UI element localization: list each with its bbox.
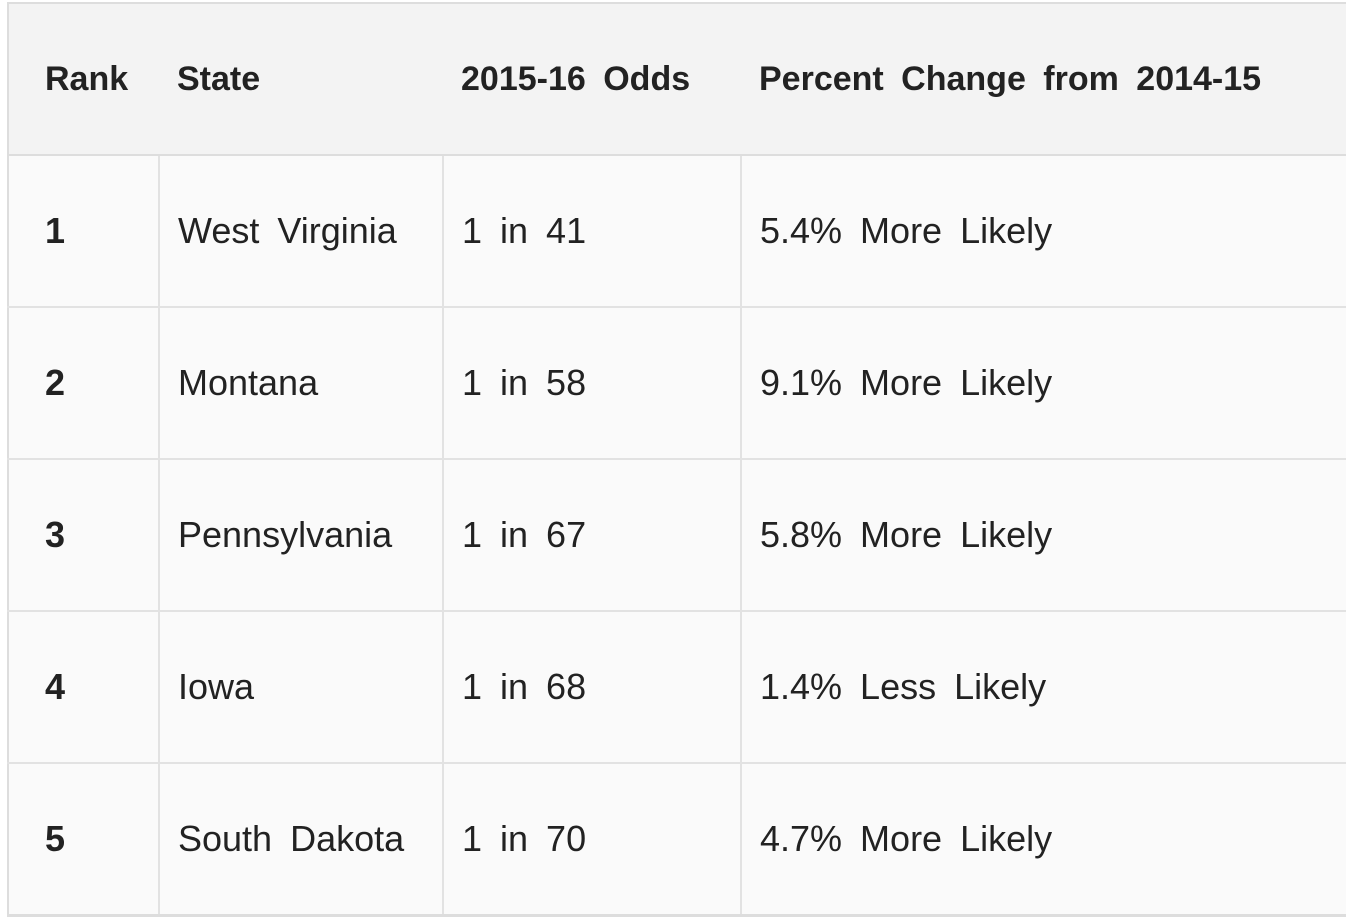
column-header: 2015-16 Odds: [443, 2, 741, 156]
table-row: 5 South Dakota 1 in 70 4.7% More Likely: [7, 762, 1346, 917]
table-header: Rank State 2015-16 Odds Percent Change from…: [7, 2, 1346, 156]
table-cell: 1 in 58: [442, 306, 742, 460]
table-body: 1 West Virginia 1 in 41 5.4% More Likely 2 Mo…: [7, 154, 1346, 917]
column-header: Percent Change from 2014-15: [741, 2, 1346, 156]
odds-table: Rank State 2015-16 Odds Percent Change from…: [7, 2, 1346, 917]
table-cell: 1 in 67: [442, 458, 742, 612]
table-cell: 4.7% More Likely: [740, 762, 1346, 917]
table-cell: 1.4% Less Likely: [740, 610, 1346, 764]
table-cell: 9.1% More Likely: [740, 306, 1346, 460]
table-row: 2 Montana 1 in 58 9.1% More Likely: [7, 306, 1346, 460]
table-cell: Montana: [158, 306, 444, 460]
table-cell: 5: [7, 762, 160, 917]
table-cell: 2: [7, 306, 160, 460]
table-cell: 1: [7, 154, 160, 308]
table-cell: 1 in 70: [442, 762, 742, 917]
table-row: 4 Iowa 1 in 68 1.4% Less Likely: [7, 610, 1346, 764]
table-cell: 5.4% More Likely: [740, 154, 1346, 308]
header-row: Rank State 2015-16 Odds Percent Change from…: [7, 2, 1346, 156]
table-cell: Iowa: [158, 610, 444, 764]
table-cell: West Virginia: [158, 154, 444, 308]
table-cell: South Dakota: [158, 762, 444, 917]
table-cell: 4: [7, 610, 160, 764]
table-cell: 1 in 68: [442, 610, 742, 764]
table-cell: 3: [7, 458, 160, 612]
table-row: 3 Pennsylvania 1 in 67 5.8% More Likely: [7, 458, 1346, 612]
table-cell: Pennsylvania: [158, 458, 444, 612]
table-cell: 5.8% More Likely: [740, 458, 1346, 612]
table-row: 1 West Virginia 1 in 41 5.4% More Likely: [7, 154, 1346, 308]
column-header: State: [159, 2, 443, 156]
column-header: Rank: [7, 2, 159, 156]
table-cell: 1 in 41: [442, 154, 742, 308]
